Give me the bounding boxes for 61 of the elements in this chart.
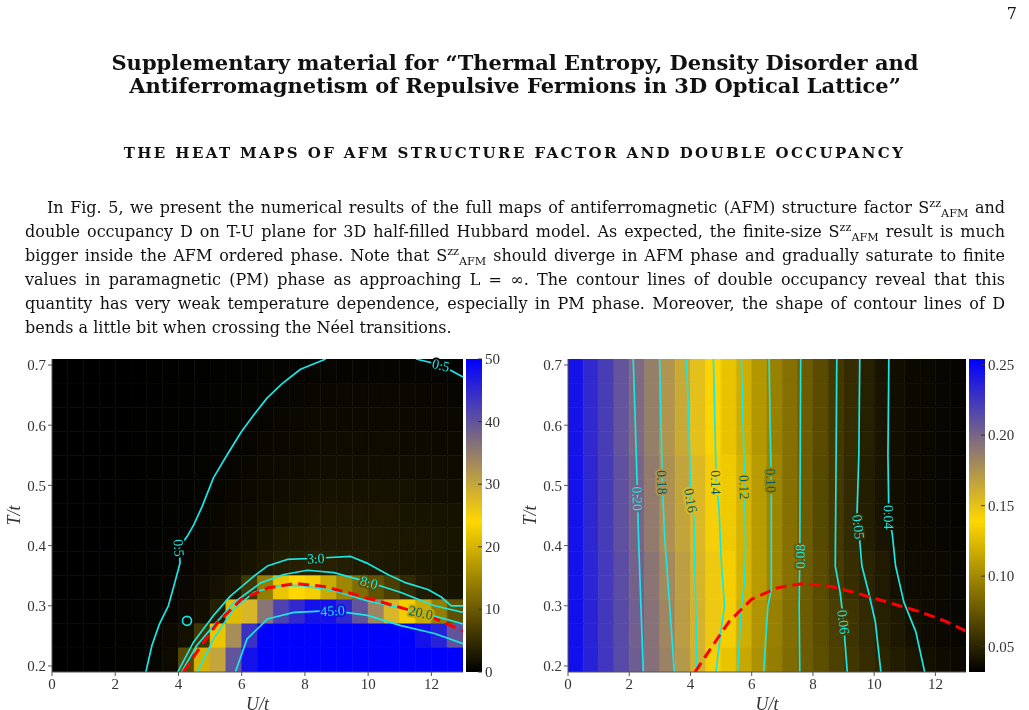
x-axis-title: U/t [755,694,780,710]
x-tick-label: 6 [237,675,246,692]
x-axis-title: U/t [245,694,270,710]
annotation: 0.10 [763,468,780,494]
y-tick-label: 0.7 [543,357,563,374]
color-bar-label: 50 [485,351,500,367]
annotation: 20.0 [407,602,435,623]
y-tick-label: 0.6 [27,417,47,434]
annotation: 0.5 [430,355,452,375]
y-tick-label: 0.3 [27,598,46,615]
x-tick-label: 12 [927,675,943,692]
y-tick-label: 0.2 [27,658,46,675]
color-bar-label: 0.15 [988,497,1015,514]
annotation: 45.0 [319,602,346,619]
annotation: 3.0 [306,550,325,567]
color-bar-label: 0.25 [988,356,1015,373]
color-bar-label: 20 [485,538,500,555]
annotation: 0.04 [881,504,897,530]
text: 7 [1006,4,1017,23]
annotation: 8.0 [358,572,380,592]
y-tick-label: 0.3 [543,598,562,615]
annotation: 0.12 [736,474,753,500]
color-bar-label: 40 [485,413,500,430]
y-tick-label: 0.4 [543,537,563,554]
x-tick-label: 8 [301,675,309,692]
x-tick-label: 8 [809,675,817,692]
x-tick-label: 2 [111,675,119,692]
y-tick-label: 0.4 [27,537,47,554]
color-bar-label: 0.05 [988,638,1015,655]
color-bar-label: 30 [485,476,500,493]
x-tick-label: 4 [686,675,695,692]
text: In Fig. 5, we present the numerical results of the full maps of antiferromagnetic (AFM) structure factor S$^{zz}$$_{AFM}$ and double occupancy D on T-U plane for 3D half-filled Hubbard model. As expected, the finite-size S$^{zz}$$_{AFM}$ result is much bigger inside the AFM ordered phase. Note that S$^{zz}$$_{AFM}$ should diverge in AFM phase and gradually saturate to finite values in paramagnetic (PM) phase as approaching L = ∞. The contour lines of double occupancy reveal that this quantity has very weak temperature dependence, especially in PM phase. Moreover, the shape of contour lines of D bends a little bit when crossing the Néel transitions. [25,196,1006,337]
x-tick-label: 0 [48,675,56,692]
annotation: 0.05 [849,513,868,540]
y-tick-label: 0.2 [543,658,562,675]
x-tick-label: 12 [423,675,439,692]
y-tick-label: 0.5 [543,477,562,494]
color-bar-label: 0.20 [988,427,1015,444]
text: THE HEAT MAPS OF AFM STRUCTURE FACTOR AND DOUBLE OCCUPANCY [122,144,907,162]
x-tick-label: 4 [174,675,183,692]
text: Supplementary material for “Thermal Entropy, Density Disorder and Antiferromagnetism of Repulsive Fermions in 3D Optical Lattice” [110,50,920,98]
annotation: 0.14 [708,469,724,495]
annotation: 0.06 [834,609,853,636]
y-tick-label: 0.5 [27,477,46,494]
annotation: 0.16 [681,487,701,514]
x-tick-label: 10 [360,675,376,692]
x-tick-label: 10 [866,675,882,692]
y-axis-title: T/t [4,504,25,526]
annotation: 0.5 [171,538,188,558]
x-tick-label: 2 [625,675,633,692]
color-bar-label: 10 [485,601,500,618]
color-bar-label: 0.10 [988,568,1015,585]
y-tick-label: 0.6 [543,417,563,434]
y-tick-label: 0.7 [27,357,47,374]
y-axis-title: T/t [520,504,541,526]
x-tick-label: 6 [747,675,756,692]
x-tick-label: 0 [564,675,572,692]
annotation: 0.08 [792,544,808,569]
color-bar-label: 0 [485,664,493,680]
annotation: 0.18 [654,469,671,495]
annotation: 0.20 [629,486,646,512]
